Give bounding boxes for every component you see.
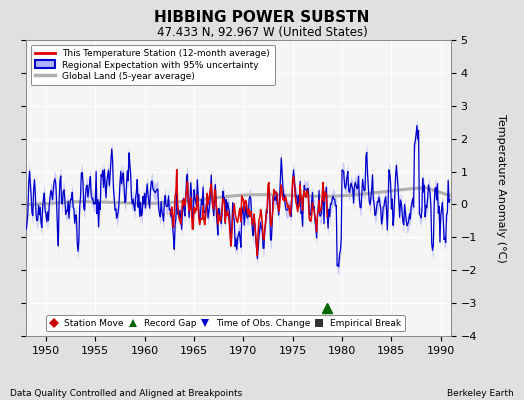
Text: HIBBING POWER SUBSTN: HIBBING POWER SUBSTN — [154, 10, 370, 25]
Text: Data Quality Controlled and Aligned at Breakpoints: Data Quality Controlled and Aligned at B… — [10, 389, 243, 398]
Legend: Station Move, Record Gap, Time of Obs. Change, Empirical Break: Station Move, Record Gap, Time of Obs. C… — [46, 315, 405, 332]
Text: Berkeley Earth: Berkeley Earth — [447, 389, 514, 398]
Y-axis label: Temperature Anomaly (°C): Temperature Anomaly (°C) — [496, 114, 506, 262]
Text: 47.433 N, 92.967 W (United States): 47.433 N, 92.967 W (United States) — [157, 26, 367, 39]
